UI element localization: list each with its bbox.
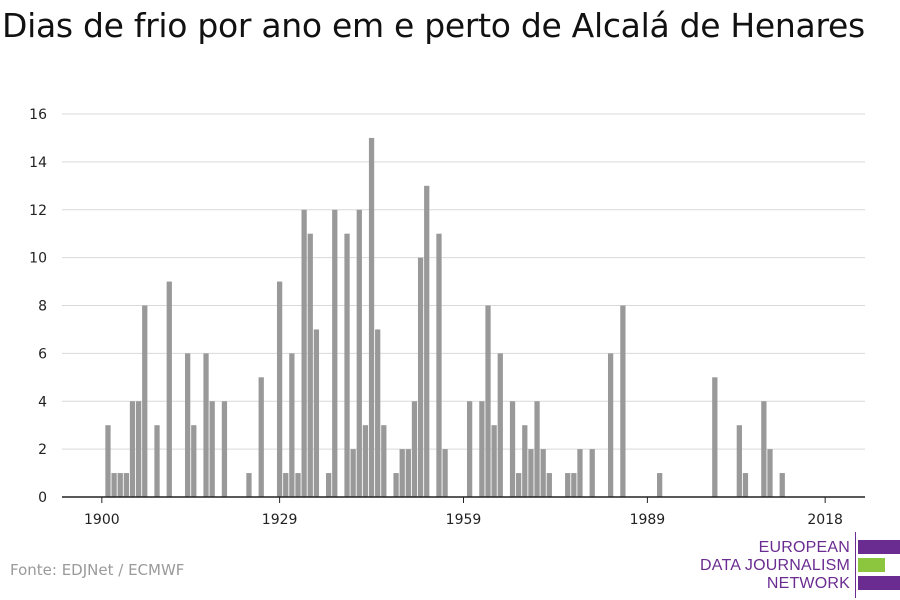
bar-1930: [283, 473, 289, 497]
bar-1924: [246, 473, 252, 497]
edjnet-logo[interactable]: EUROPEAN DATA JOURNALISM NETWORK: [700, 532, 900, 598]
bar-2011: [779, 473, 785, 497]
bar-1970: [528, 449, 534, 498]
bar-1906: [135, 401, 142, 497]
bar-1949: [399, 449, 405, 498]
source-note: Fonte: EDJNet / ECMWF: [10, 561, 185, 579]
bar-1980: [589, 449, 595, 498]
x-axis-ticks: 1900 1929 1959 1989 2018: [84, 497, 843, 528]
y-tick-label: 4: [38, 394, 47, 410]
x-tick-label: 1989: [630, 512, 666, 528]
bar-1956: [442, 449, 448, 498]
y-tick-label: 10: [29, 251, 47, 267]
bar-1935: [313, 329, 320, 497]
logo-text-european: EUROPEAN: [758, 539, 850, 556]
bar-1976: [565, 473, 571, 497]
chart-title: Dias de frio por ano em e perto de Alcal…: [2, 6, 865, 45]
y-tick-label: 16: [29, 107, 47, 123]
grid-lines: [62, 113, 865, 450]
bar-1926: [258, 377, 264, 497]
bar-1944: [368, 137, 375, 497]
bar-1938: [332, 209, 338, 497]
bar-1931: [289, 353, 295, 498]
bar-1962: [479, 401, 485, 497]
bar-1905: [129, 401, 136, 497]
bar-1978: [577, 449, 583, 498]
bar-1967: [509, 401, 516, 497]
bar-1933: [301, 209, 307, 497]
y-tick-label: 2: [38, 442, 47, 458]
bar-1909: [154, 425, 160, 497]
bar-1972: [540, 449, 546, 498]
bar-1932: [295, 473, 301, 497]
bar-1914: [185, 353, 191, 498]
bar-1964: [491, 425, 497, 497]
bar-2000: [712, 377, 718, 497]
bar-1985: [620, 305, 626, 497]
bar-2009: [767, 449, 773, 498]
y-tick-label: 0: [38, 490, 47, 506]
bar-1901: [105, 425, 111, 497]
bar-1945: [375, 329, 381, 497]
bar-1920: [221, 401, 228, 497]
logo-bar-top: [858, 540, 900, 554]
bar-1917: [203, 353, 209, 498]
bar-1948: [393, 473, 399, 497]
bar-1929: [276, 281, 283, 497]
bar-1973: [546, 473, 552, 497]
x-tick-label: 1959: [446, 512, 482, 528]
bar-1941: [350, 449, 356, 498]
logo-divider: [855, 532, 856, 598]
y-axis-labels: 0 2 4 6 8 10 12 14 16: [29, 107, 47, 506]
y-tick-label: 6: [38, 346, 47, 362]
y-tick-label: 14: [29, 155, 47, 171]
bar-1971: [534, 401, 540, 497]
bar-1942: [356, 209, 362, 497]
x-tick-label: 1900: [84, 512, 120, 528]
bar-1904: [123, 473, 129, 497]
bar-1951: [411, 401, 418, 497]
bar-1934: [307, 233, 313, 497]
bar-1937: [326, 473, 332, 497]
bar-1946: [381, 425, 387, 497]
logo-text-data-journalism: DATA JOURNALISM: [700, 557, 850, 574]
logo-bar-middle: [858, 558, 885, 572]
bar-1963: [485, 305, 491, 497]
bar-1907: [142, 305, 148, 497]
bar-1952: [417, 257, 424, 498]
bar-1902: [111, 473, 117, 497]
y-tick-label: 8: [38, 299, 47, 315]
bars: [105, 137, 785, 498]
bar-1940: [344, 233, 350, 497]
x-tick-label: 2018: [807, 512, 843, 528]
bar-1991: [657, 473, 663, 497]
bar-1911: [166, 281, 172, 497]
bar-2008: [761, 401, 767, 497]
bar-1915: [191, 425, 197, 497]
bar-1953: [424, 185, 430, 497]
x-tick-label: 1929: [262, 512, 298, 528]
bar-1969: [522, 425, 528, 497]
bar-1943: [362, 425, 369, 497]
bar-1950: [405, 449, 411, 498]
bar-1918: [209, 401, 215, 497]
y-tick-label: 12: [29, 203, 47, 219]
bar-1977: [571, 473, 577, 497]
bar-1968: [516, 473, 522, 497]
logo-bar-bottom: [858, 576, 900, 590]
bar-1983: [607, 353, 614, 498]
bar-2004: [736, 425, 742, 497]
logo-text-network: NETWORK: [766, 575, 850, 592]
bar-1903: [117, 473, 123, 497]
bar-1955: [436, 233, 442, 497]
bar-1965: [497, 353, 503, 498]
bar-2005: [742, 473, 749, 497]
bar-1960: [466, 401, 473, 497]
